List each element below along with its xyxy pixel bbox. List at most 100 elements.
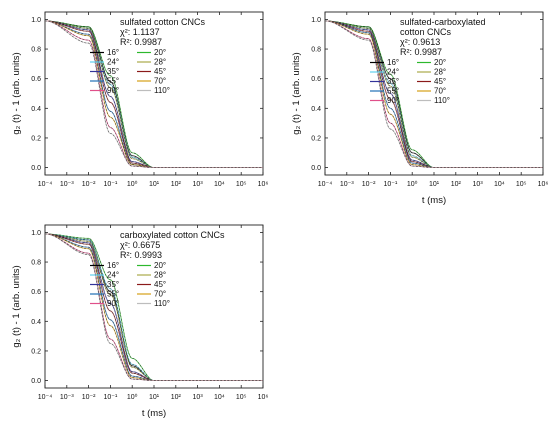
panel-title: sulfated-carboxylated cotton CNCs bbox=[400, 17, 486, 37]
x-tick-label: 10² bbox=[451, 181, 462, 188]
fit-statistic: χ²: 0.6675 bbox=[120, 240, 160, 250]
legend-label: 70° bbox=[434, 87, 446, 96]
y-tick-label: 1.0 bbox=[31, 17, 41, 24]
x-tick-label: 10⁰ bbox=[407, 180, 418, 188]
x-tick-label: 10⁻³ bbox=[60, 181, 74, 188]
y-tick-label: 1.0 bbox=[31, 230, 41, 237]
legend-label: 28° bbox=[154, 271, 166, 280]
legend-label: 45° bbox=[154, 280, 166, 289]
x-tick-label: 10⁴ bbox=[214, 181, 225, 188]
legend-label: 24° bbox=[107, 58, 119, 67]
x-tick-label: 10⁻³ bbox=[340, 181, 354, 188]
fit-line-35deg bbox=[45, 20, 263, 168]
legend-entry: 70° bbox=[137, 77, 166, 86]
legend-label: 90° bbox=[107, 86, 119, 95]
panel-carboxylated: 0.0 0.2 0.4 0.6 0.8 1.0 10⁻⁴ 10⁻³ 10⁻² 10⁻¹ 10⁰ 10¹… bbox=[11, 224, 269, 419]
y-tick-label: 0.2 bbox=[311, 135, 321, 142]
legend-entry: 110° bbox=[417, 96, 450, 105]
legend-entry: 90° bbox=[90, 299, 119, 308]
legend-entry: 90° bbox=[370, 96, 399, 105]
y-tick-label: 0.0 bbox=[31, 378, 41, 385]
fit-statistic: R²: 0.9987 bbox=[400, 47, 442, 57]
legend-entry: 24° bbox=[90, 58, 119, 67]
legend-entry: 110° bbox=[137, 299, 170, 308]
legend-label: 16° bbox=[387, 58, 399, 67]
fit-statistic: χ²: 1.1137 bbox=[120, 27, 160, 37]
panel-title: carboxylated cotton CNCs bbox=[120, 230, 225, 240]
x-tick-label: 10⁻¹ bbox=[383, 181, 397, 188]
legend-entry: 55° bbox=[90, 290, 119, 299]
legend-label: 20° bbox=[434, 58, 446, 67]
fit-line-55deg bbox=[45, 20, 263, 168]
legend-entry: 28° bbox=[137, 58, 166, 67]
legend-label: 90° bbox=[107, 299, 119, 308]
legend-label: 28° bbox=[434, 68, 446, 77]
legend-entry: 55° bbox=[370, 87, 399, 96]
legend-label: 35° bbox=[387, 77, 399, 86]
x-tick-label: 10⁻¹ bbox=[103, 181, 117, 188]
x-tick-label: 10⁴ bbox=[494, 181, 505, 188]
x-tick-label: 10⁻² bbox=[82, 181, 96, 188]
x-tick-label: 10⁶ bbox=[538, 181, 549, 188]
y-tick-label: 1.0 bbox=[311, 17, 321, 24]
legend-entry: 90° bbox=[90, 86, 119, 95]
y-tick-label: 0.4 bbox=[31, 319, 41, 326]
legend-label: 24° bbox=[107, 271, 119, 280]
legend-label: 55° bbox=[387, 87, 399, 96]
legend-entry: 70° bbox=[417, 87, 446, 96]
y-tick-label: 0.6 bbox=[31, 289, 41, 296]
x-tick-label: 10⁵ bbox=[236, 394, 247, 401]
legend-entry: 45° bbox=[137, 67, 166, 76]
legend-entry: 45° bbox=[137, 280, 166, 289]
legend-label: 70° bbox=[154, 77, 166, 86]
legend-entry: 16° bbox=[90, 261, 119, 270]
legend-label: 16° bbox=[107, 48, 119, 57]
y-tick-label: 0.8 bbox=[31, 47, 41, 54]
x-tick-label: 10³ bbox=[193, 394, 204, 401]
legend-entry: 16° bbox=[370, 58, 399, 67]
x-tick-label: 10⁰ bbox=[127, 180, 138, 188]
fit-line-55deg bbox=[325, 20, 543, 168]
x-tick-label: 10⁻⁴ bbox=[318, 181, 333, 188]
legend-label: 110° bbox=[154, 86, 170, 95]
legend-entry: 110° bbox=[137, 86, 170, 95]
legend-entry: 35° bbox=[90, 280, 119, 289]
fit-line-45deg bbox=[45, 20, 263, 168]
legend-label: 35° bbox=[107, 67, 119, 76]
legend-entry: 20° bbox=[417, 58, 446, 67]
legend-label: 45° bbox=[154, 67, 166, 76]
fit-line-28deg bbox=[45, 20, 263, 168]
x-tick-label: 10⁵ bbox=[516, 181, 527, 188]
y-axis-label: g₂ (t) - 1 (arb. units) bbox=[291, 52, 302, 134]
y-tick-label: 0.2 bbox=[31, 135, 41, 142]
legend-label: 20° bbox=[154, 261, 166, 270]
legend-entry: 24° bbox=[370, 68, 399, 77]
legend-label: 90° bbox=[387, 96, 399, 105]
legend-label: 110° bbox=[434, 96, 450, 105]
x-tick-label: 10⁻⁴ bbox=[38, 394, 53, 401]
y-tick-label: 0.0 bbox=[311, 165, 321, 172]
legend-label: 28° bbox=[154, 58, 166, 67]
legend-label: 20° bbox=[154, 48, 166, 57]
legend-entry: 70° bbox=[137, 290, 166, 299]
legend-entry: 20° bbox=[137, 48, 166, 57]
x-tick-label: 10² bbox=[171, 181, 182, 188]
legend-label: 45° bbox=[434, 77, 446, 86]
x-axis-label: t (ms) bbox=[142, 408, 166, 419]
legend-entry: 35° bbox=[370, 77, 399, 86]
fit-statistic: χ²: 0.9613 bbox=[400, 37, 440, 47]
fit-line-28deg bbox=[325, 20, 543, 168]
x-tick-label: 10⁻⁴ bbox=[38, 181, 53, 188]
x-tick-label: 10⁶ bbox=[258, 181, 269, 188]
legend-label: 16° bbox=[107, 261, 119, 270]
x-tick-label: 10¹ bbox=[149, 394, 160, 401]
legend-label: 110° bbox=[154, 299, 170, 308]
fit-statistic: R²: 0.9993 bbox=[120, 250, 162, 260]
y-tick-label: 0.6 bbox=[31, 76, 41, 83]
fit-statistic: R²: 0.9987 bbox=[120, 37, 162, 47]
x-tick-label: 10⁶ bbox=[258, 394, 269, 401]
x-tick-label: 10³ bbox=[193, 181, 204, 188]
y-tick-label: 0.2 bbox=[31, 348, 41, 355]
x-axis-label: t (ms) bbox=[422, 195, 446, 206]
